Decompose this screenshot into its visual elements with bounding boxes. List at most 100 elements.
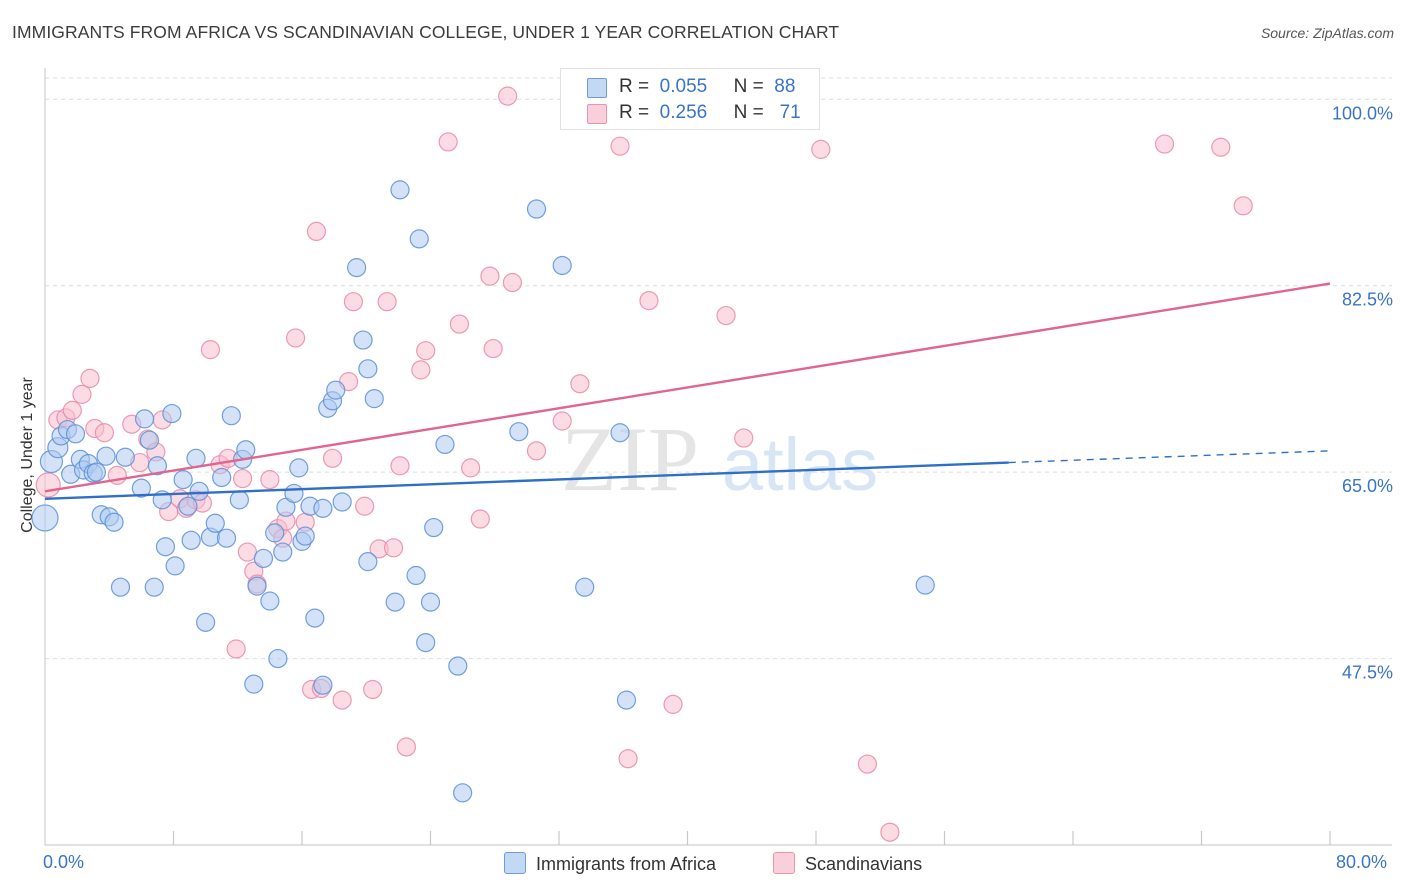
africa-point xyxy=(364,389,384,409)
legend-swatch-pink xyxy=(587,104,607,124)
scandinavians-point xyxy=(396,737,417,757)
africa-point xyxy=(295,526,315,546)
legend-pink-n-label: N = xyxy=(733,102,764,123)
africa-point xyxy=(313,675,333,695)
scandinavians-point xyxy=(811,139,831,159)
x-tick-label-min: 0.0% xyxy=(43,852,85,872)
africa-point xyxy=(552,255,572,276)
africa-point xyxy=(424,517,444,538)
bottom-legend-swatch-blue xyxy=(504,852,526,874)
scandinavians-point xyxy=(416,341,436,361)
africa-point xyxy=(115,447,135,467)
africa-point xyxy=(353,330,373,350)
africa-point xyxy=(110,577,131,597)
africa-point xyxy=(358,552,378,572)
africa-point xyxy=(131,478,151,498)
africa-point xyxy=(347,258,367,278)
africa-point xyxy=(406,565,426,586)
africa-point xyxy=(448,656,468,676)
africa-point xyxy=(147,456,168,476)
scandinavians-point xyxy=(35,472,61,498)
africa-point xyxy=(616,690,637,710)
scandinavians-point xyxy=(343,292,363,312)
bottom-legend-blue: Immigrants from Africa xyxy=(504,852,716,876)
africa-point xyxy=(186,448,206,468)
legend-blue-n-value: 88 xyxy=(774,76,796,97)
africa-point xyxy=(453,783,473,803)
africa-point xyxy=(216,528,237,548)
africa-point xyxy=(155,537,176,557)
scandinavians-point xyxy=(734,428,754,448)
scandinavians-point xyxy=(383,538,404,558)
africa-point xyxy=(409,229,429,249)
scandinavians-point xyxy=(306,221,327,241)
africa-point xyxy=(268,648,288,669)
africa-point xyxy=(332,492,352,512)
legend-pink-r-value: 0.256 xyxy=(659,102,708,123)
africa-point xyxy=(265,523,285,543)
scandinavians-point xyxy=(1233,196,1253,216)
africa-point xyxy=(247,576,267,596)
scandinavians-point xyxy=(363,679,383,700)
africa-point xyxy=(509,422,529,442)
scandinavians-point xyxy=(498,86,518,106)
africa-point xyxy=(178,496,198,516)
legend-blue-n-label: N = xyxy=(733,76,764,97)
scandinavians-point xyxy=(355,496,375,516)
africa-point xyxy=(104,512,124,532)
africa-point xyxy=(273,542,293,562)
africa-point xyxy=(139,430,160,450)
africa-point xyxy=(165,556,185,576)
scandinavians-point xyxy=(1211,137,1231,157)
scandinavians-trend-line xyxy=(44,282,1331,493)
scandinavians-point xyxy=(1154,134,1175,154)
scandinavians-point xyxy=(332,690,352,710)
africa-point xyxy=(144,577,164,597)
watermark-zip: ZIP xyxy=(561,408,699,510)
scandinavians-point xyxy=(483,338,503,359)
africa-point xyxy=(575,577,595,597)
africa-point xyxy=(526,199,547,219)
legend-pink-n-value: 71 xyxy=(779,102,801,123)
africa-point xyxy=(173,470,193,490)
africa-point xyxy=(31,504,59,532)
bottom-legend-blue-label: Immigrants from Africa xyxy=(536,854,717,874)
scandinavians-point xyxy=(610,136,630,156)
africa-point xyxy=(260,591,280,611)
x-tick-label-max: 80.0% xyxy=(1336,852,1388,872)
africa-point xyxy=(420,592,441,612)
africa-point xyxy=(244,674,264,694)
y-tick-label: 82.5% xyxy=(1342,290,1393,310)
scandinavians-point xyxy=(390,456,410,476)
scandinavians-point xyxy=(639,291,659,311)
scandinavians-point xyxy=(461,458,481,478)
africa-trend-line xyxy=(44,461,1009,500)
scandinavians-point xyxy=(237,542,257,562)
scandinavians-point xyxy=(449,314,470,334)
scandinavians-point xyxy=(716,305,736,326)
africa-point xyxy=(435,434,455,455)
y-tick-label: 100.0% xyxy=(1332,103,1393,123)
scandinavians-point xyxy=(438,132,458,152)
africa-point xyxy=(915,575,935,595)
scandinavians-point xyxy=(260,470,280,490)
scandinavians-point xyxy=(570,374,590,394)
africa-point xyxy=(196,612,216,632)
scandinavians-point xyxy=(880,822,900,842)
africa-point xyxy=(385,592,405,612)
scandinavians-point xyxy=(72,384,92,404)
scandinavians-point xyxy=(232,468,253,489)
legend-pink-r-label: R = xyxy=(619,102,650,123)
africa-point xyxy=(284,483,304,504)
africa-point xyxy=(162,403,182,424)
africa-point xyxy=(253,548,274,569)
legend-blue-r-value: 0.055 xyxy=(659,76,708,97)
africa-point xyxy=(212,467,232,488)
bottom-legend-pink: Scandinavians xyxy=(773,852,922,876)
africa-point xyxy=(236,440,256,460)
scandinavians-point xyxy=(411,360,431,380)
legend-blue-r-label: R = xyxy=(619,76,650,97)
africa-point xyxy=(86,462,107,482)
africa-point xyxy=(610,423,630,443)
africa-point xyxy=(390,180,410,200)
